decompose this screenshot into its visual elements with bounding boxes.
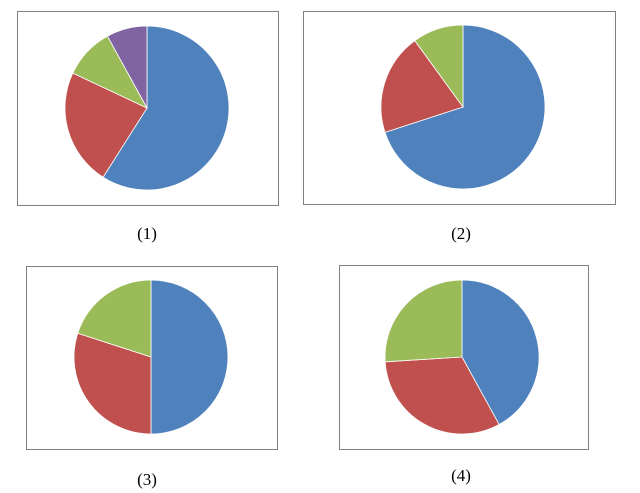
pie-slice	[414, 24, 464, 109]
chart-caption: (3)	[137, 470, 157, 489]
pie-slice	[461, 279, 540, 426]
pie-slice	[64, 72, 148, 178]
pie-slice	[106, 25, 148, 109]
chart-caption: (4)	[451, 466, 471, 485]
chart-caption: (2)	[451, 224, 471, 243]
chart-caption: (1)	[137, 224, 157, 243]
pie-slice	[384, 356, 500, 435]
pie-slice	[384, 24, 546, 190]
pie-slice	[380, 40, 464, 133]
pie-slice	[102, 25, 230, 191]
pie-slice	[73, 332, 152, 435]
pie-slice	[384, 279, 463, 363]
pie-slice	[150, 279, 229, 435]
pie-slice	[77, 279, 152, 358]
